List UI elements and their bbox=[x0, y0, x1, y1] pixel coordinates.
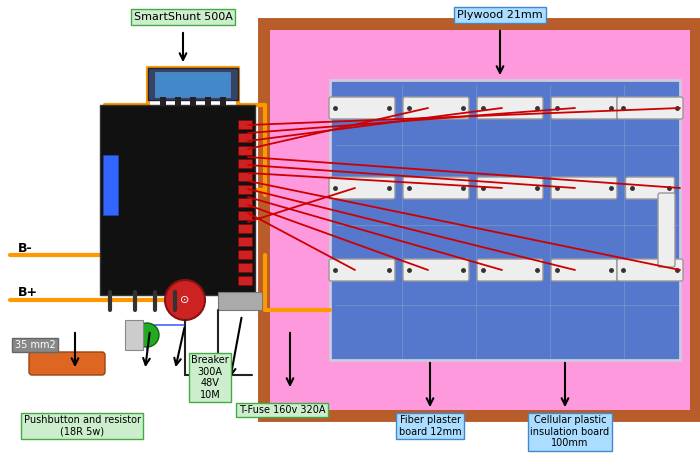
FancyBboxPatch shape bbox=[238, 224, 252, 233]
Text: Breaker
300A
48V
10M: Breaker 300A 48V 10M bbox=[191, 355, 229, 400]
FancyBboxPatch shape bbox=[29, 352, 105, 375]
FancyBboxPatch shape bbox=[477, 97, 543, 119]
FancyBboxPatch shape bbox=[403, 259, 469, 281]
FancyBboxPatch shape bbox=[617, 97, 683, 119]
FancyBboxPatch shape bbox=[260, 20, 700, 420]
Circle shape bbox=[165, 280, 205, 320]
FancyBboxPatch shape bbox=[658, 193, 675, 267]
FancyBboxPatch shape bbox=[238, 133, 252, 142]
Text: 35 mm2: 35 mm2 bbox=[15, 340, 55, 350]
FancyBboxPatch shape bbox=[238, 276, 252, 285]
Circle shape bbox=[135, 323, 159, 347]
Text: Plywood 21mm: Plywood 21mm bbox=[457, 10, 542, 20]
FancyBboxPatch shape bbox=[125, 320, 143, 350]
FancyBboxPatch shape bbox=[270, 30, 690, 410]
Text: SmartShunt 500A: SmartShunt 500A bbox=[134, 12, 232, 22]
FancyBboxPatch shape bbox=[551, 177, 617, 199]
Text: Cellular plastic
insulation board
100mm: Cellular plastic insulation board 100mm bbox=[531, 415, 610, 448]
FancyBboxPatch shape bbox=[238, 172, 252, 181]
Text: Fiber plaster
board 12mm: Fiber plaster board 12mm bbox=[399, 415, 461, 436]
FancyBboxPatch shape bbox=[103, 155, 118, 215]
FancyBboxPatch shape bbox=[403, 177, 469, 199]
FancyBboxPatch shape bbox=[273, 33, 687, 407]
FancyBboxPatch shape bbox=[100, 105, 255, 295]
FancyBboxPatch shape bbox=[155, 72, 230, 97]
Text: B+: B+ bbox=[18, 287, 38, 299]
FancyBboxPatch shape bbox=[329, 177, 395, 199]
FancyBboxPatch shape bbox=[238, 211, 252, 220]
FancyBboxPatch shape bbox=[551, 97, 617, 119]
FancyBboxPatch shape bbox=[238, 198, 252, 207]
FancyBboxPatch shape bbox=[626, 177, 675, 199]
FancyBboxPatch shape bbox=[175, 97, 181, 106]
FancyBboxPatch shape bbox=[205, 97, 211, 106]
FancyBboxPatch shape bbox=[551, 259, 617, 281]
FancyBboxPatch shape bbox=[477, 259, 543, 281]
FancyBboxPatch shape bbox=[218, 292, 262, 310]
FancyBboxPatch shape bbox=[238, 185, 252, 194]
FancyBboxPatch shape bbox=[238, 250, 252, 259]
Text: T-Fuse 160v 320A: T-Fuse 160v 320A bbox=[239, 405, 326, 415]
FancyBboxPatch shape bbox=[238, 159, 252, 168]
FancyBboxPatch shape bbox=[220, 97, 226, 106]
FancyBboxPatch shape bbox=[329, 259, 395, 281]
FancyBboxPatch shape bbox=[148, 68, 238, 100]
FancyBboxPatch shape bbox=[238, 263, 252, 272]
FancyBboxPatch shape bbox=[330, 80, 680, 360]
Text: ⊙: ⊙ bbox=[181, 295, 190, 305]
FancyBboxPatch shape bbox=[477, 177, 543, 199]
Text: Pushbutton and resistor
(18R 5w): Pushbutton and resistor (18R 5w) bbox=[24, 415, 141, 436]
FancyBboxPatch shape bbox=[190, 97, 196, 106]
FancyBboxPatch shape bbox=[238, 237, 252, 246]
FancyBboxPatch shape bbox=[238, 146, 252, 155]
Bar bbox=[265, 25, 695, 415]
Text: B-: B- bbox=[18, 241, 33, 255]
FancyBboxPatch shape bbox=[238, 120, 252, 129]
FancyBboxPatch shape bbox=[617, 259, 683, 281]
FancyBboxPatch shape bbox=[403, 97, 469, 119]
FancyBboxPatch shape bbox=[160, 97, 166, 106]
FancyBboxPatch shape bbox=[329, 97, 395, 119]
